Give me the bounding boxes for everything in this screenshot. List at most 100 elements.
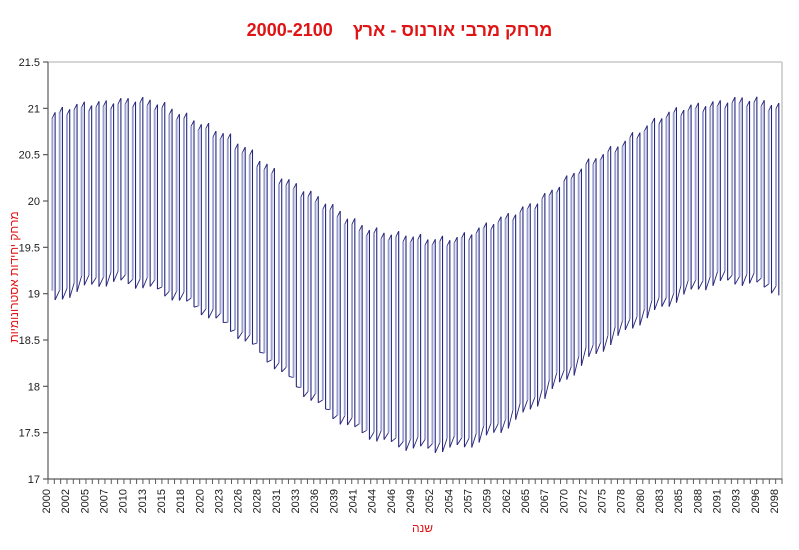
x-tick-label: 2049 [405,489,417,513]
series-trough-cap [266,359,272,363]
series-peak-cap [636,132,641,139]
series-peak-cap [51,112,56,119]
series-trough-cap [471,433,477,448]
series-trough-cap [690,279,697,290]
series-trough-cap [668,293,675,307]
series-trough-cap [515,402,521,420]
series-trough-cap [719,270,726,282]
series-peak-cap [505,212,509,219]
series-trough-cap [617,320,623,336]
series-trough-cap [529,397,536,410]
series-peak-cap [453,236,458,243]
series-trough-cap [178,291,185,301]
series-trough-cap [237,331,243,340]
series-peak-cap [125,98,129,104]
x-tick-label: 2057 [462,489,474,513]
series-trough-cap [712,271,718,287]
series-peak-cap [746,100,750,107]
series-trough-cap [507,410,514,429]
series-peak-cap [388,234,392,241]
series-trough-cap [347,417,353,426]
series-trough-cap [354,423,360,428]
series-peak-cap [117,98,122,104]
x-tick-label: 2088 [692,489,704,513]
series-trough-cap [142,277,148,289]
series-trough-cap [697,280,704,290]
series-peak-cap [731,96,736,103]
series-peak-cap [329,203,334,210]
series-peak-cap [739,97,743,104]
series-trough-cap [734,276,740,285]
series-peak-cap [541,192,546,199]
series-peak-cap [271,167,275,174]
series-trough-cap [369,431,375,440]
series-peak-cap [293,183,297,190]
series-peak-cap [768,104,772,111]
series-trough-cap [339,415,346,425]
series-peak-cap [220,133,224,139]
series-trough-cap [573,356,580,376]
x-tick-label: 2005 [79,489,91,513]
series-trough-cap [376,430,382,442]
series-trough-cap [595,342,602,355]
x-tick-label: 2020 [194,489,206,513]
x-tick-label: 2013 [137,489,149,513]
series-peak-cap [322,203,326,210]
series-trough-cap [464,437,470,448]
series-peak-cap [417,233,422,240]
series-trough-cap [763,283,769,288]
series-peak-cap [307,190,312,197]
series-trough-cap [105,272,112,287]
series-peak-cap [249,149,253,156]
series-peak-cap [432,239,436,246]
series-peak-cap [154,104,158,111]
series-peak-cap [315,196,319,203]
series-trough-cap [624,319,631,331]
series-peak-cap [366,229,370,236]
series-peak-cap [512,214,517,221]
series-peak-cap [380,232,385,239]
series-peak-cap [88,105,93,112]
y-tick-label: 17.5 [19,428,40,440]
series-peak-cap [395,231,400,237]
y-tick-label: 20.5 [19,150,40,162]
series-trough-cap [186,297,192,302]
series-trough-cap [727,274,733,281]
series-peak-cap [527,203,531,210]
series-peak-cap [490,223,495,230]
series-peak-cap [73,103,78,110]
series-peak-cap [168,108,173,115]
series-peak-cap [263,163,268,170]
series-trough-cap [771,285,777,294]
x-tick-label: 2062 [501,489,513,513]
series-peak-cap [570,172,575,179]
series-trough-cap [281,366,287,373]
series-trough-cap [398,441,404,448]
series-peak-cap [300,191,305,198]
series-trough-cap [274,362,280,370]
series-trough-cap [157,286,163,290]
series-trough-cap [164,290,170,297]
x-tick-label: 2085 [673,489,685,513]
x-tick-label: 2072 [577,489,589,513]
series-peak-cap [475,227,480,234]
x-tick-label: 2075 [597,489,609,513]
series-peak-cap [680,109,685,116]
series-trough-cap [83,275,90,286]
series-peak-cap [549,189,553,196]
series-trough-cap [646,300,653,319]
x-tick-label: 2041 [348,489,360,513]
series-peak-cap [146,99,151,106]
series-peak-cap [410,236,414,243]
series-peak-cap [344,218,348,225]
series-trough-cap [303,391,309,398]
series-trough-cap [98,276,104,287]
x-tick-label: 2023 [213,489,225,513]
chart-title: מרחק מרבי אורנוס - ארץ 2000-2100 [246,20,553,40]
series-peak-cap [717,100,721,107]
series-trough-cap [91,277,97,285]
series-peak-cap [337,210,341,217]
y-tick-label: 19.5 [19,242,40,254]
series-trough-cap [412,436,419,449]
